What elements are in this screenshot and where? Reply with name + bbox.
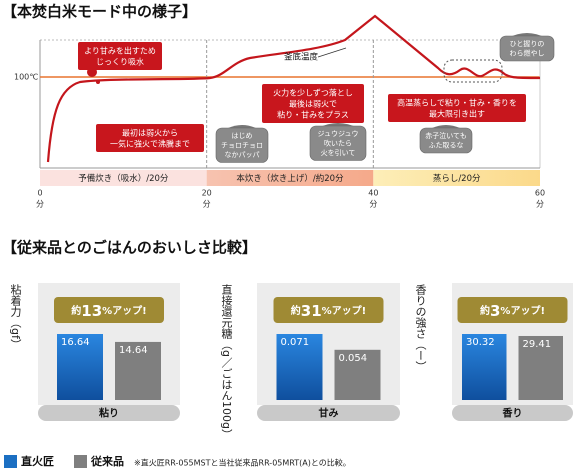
curve-label-leader bbox=[317, 47, 347, 58]
callout-text: 粘り・甘みをプラス bbox=[277, 110, 349, 120]
callout-box bbox=[262, 84, 364, 123]
callout-text: 最初は弱火から bbox=[122, 128, 178, 138]
phase-label: 本炊き（炊き上げ）/約20分 bbox=[236, 173, 344, 184]
y-axis-label: 直接還元糖（g／ごはん100g） bbox=[220, 283, 233, 440]
x-tick-unit: 分 bbox=[536, 200, 544, 209]
badge-prefix: 約 bbox=[71, 304, 81, 317]
category-pill bbox=[38, 405, 180, 421]
callout-text: じっくり吸水 bbox=[96, 57, 144, 67]
bubble-text: 赤子泣いても bbox=[425, 131, 466, 140]
phase-band bbox=[206, 170, 374, 186]
bar-value: 16.64 bbox=[61, 337, 90, 348]
phase-band bbox=[373, 170, 540, 186]
bubble-box bbox=[215, 127, 269, 163]
category-label: 甘み bbox=[319, 407, 339, 420]
x-tick-label: 40 bbox=[368, 189, 378, 198]
badge-suffix: %アップ! bbox=[500, 304, 545, 317]
bar bbox=[462, 334, 507, 400]
bubble-text: チョロチョロ bbox=[221, 142, 263, 150]
badge-prefix: 約 bbox=[291, 304, 301, 317]
callout-text: 最後は弱火で bbox=[289, 99, 337, 109]
section-title: 【従来品とのごはんのおいしさ比較】 bbox=[2, 239, 257, 257]
callout-text: 最大限引き出す bbox=[429, 109, 485, 119]
badge-value: 31 bbox=[301, 302, 322, 320]
badge-text: 約3%アップ! bbox=[480, 302, 545, 320]
x-tick-unit: 分 bbox=[36, 200, 44, 209]
bar bbox=[57, 334, 103, 400]
category-label: 香り bbox=[503, 407, 523, 420]
bar bbox=[518, 335, 563, 400]
marker bbox=[96, 80, 100, 84]
badge bbox=[273, 297, 384, 323]
x-tick-label: 60 bbox=[535, 189, 545, 198]
x-tick-label: 20 bbox=[202, 189, 212, 198]
bar bbox=[115, 341, 161, 400]
callout-text: 一気に強火で沸騰まで bbox=[110, 139, 190, 149]
callout-box bbox=[78, 42, 162, 70]
callout-box bbox=[388, 94, 526, 122]
bubble-text: ジュウジュウ bbox=[317, 130, 358, 138]
category-label: 粘り bbox=[99, 407, 119, 420]
x-tick-unit: 分 bbox=[203, 200, 211, 209]
bubble-text: なかパッパ bbox=[225, 151, 260, 159]
footnote: ※直火匠RR-055MSTと当社従来品RR-05MRT(A)との比較。 bbox=[134, 458, 351, 468]
x-tick-label: 0 bbox=[37, 189, 42, 198]
bubble-text: はじめ bbox=[232, 132, 253, 140]
x-tick-unit: 分 bbox=[369, 200, 377, 209]
category-pill bbox=[452, 405, 573, 421]
y-axis-label: 粘着力（gf） bbox=[9, 283, 22, 350]
legend-label: 従来品 bbox=[90, 454, 124, 468]
bubble-box bbox=[499, 35, 555, 62]
callout-text: 高温蒸らしで粘り・甘み・香りを bbox=[397, 98, 517, 108]
temp-label: 100℃ bbox=[14, 73, 38, 82]
badge-prefix: 約 bbox=[480, 304, 490, 317]
badge-suffix: %アップ! bbox=[322, 304, 367, 317]
legend-swatch bbox=[74, 455, 87, 468]
section-title: 【本焚白米モード中の様子】 bbox=[2, 3, 197, 21]
highlight bbox=[443, 59, 503, 83]
bar-value: 14.64 bbox=[119, 345, 148, 356]
callout-text: 火力を少しずつ落とし bbox=[273, 88, 353, 98]
badge bbox=[54, 297, 164, 323]
bar-value: 0.071 bbox=[281, 337, 310, 348]
bar bbox=[276, 334, 323, 400]
callout-text: より甘みを出すため bbox=[84, 46, 156, 56]
bubble-text: ひと握りの bbox=[510, 39, 545, 48]
phase-label: 予備炊き（吸水）/20分 bbox=[78, 173, 169, 184]
badge-value: 3 bbox=[490, 302, 500, 320]
badge-text: 約13%アップ! bbox=[71, 302, 146, 320]
category-pill bbox=[257, 405, 400, 421]
bubble-box bbox=[419, 127, 473, 154]
bubble-text: ふた取るな bbox=[429, 142, 464, 150]
legend-label: 直火匠 bbox=[21, 454, 54, 468]
bubble-text: 吹いたら bbox=[324, 139, 352, 148]
bar bbox=[334, 349, 381, 400]
bubble-text: わら燃やし bbox=[510, 49, 545, 58]
bubble-text: 火を引いて bbox=[321, 148, 356, 157]
content: 【本焚白米モード中の様子】 100℃ 予備炊き（吸水）/20分 本炊き（炊き上げ）/約… bbox=[2, 3, 573, 468]
callout-box bbox=[96, 124, 204, 152]
bar-value: 30.32 bbox=[466, 337, 495, 348]
bubble-box bbox=[309, 125, 367, 161]
badge bbox=[457, 297, 568, 323]
badge-text: 約31%アップ! bbox=[291, 302, 366, 320]
phase-band bbox=[40, 170, 207, 186]
legend-swatch bbox=[4, 455, 17, 468]
curve-label: 釜底温度 bbox=[284, 52, 319, 63]
bar-value: 29.41 bbox=[523, 339, 552, 350]
badge-value: 13 bbox=[81, 302, 102, 320]
bar-value: 0.054 bbox=[339, 353, 368, 364]
badge-suffix: %アップ! bbox=[102, 304, 147, 317]
phase-label: 蒸らし/20分 bbox=[433, 173, 481, 184]
y-axis-label: 香りの強さ（ー） bbox=[414, 284, 427, 372]
